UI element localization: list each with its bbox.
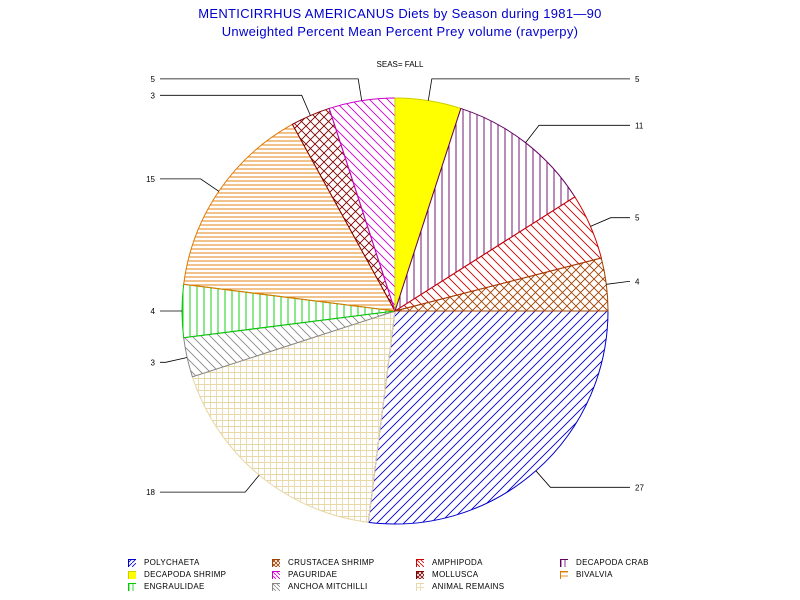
slice-value-label: 11 xyxy=(635,121,644,130)
slice-value-label: 4 xyxy=(635,278,640,287)
leader-line-anchoa-mitchilli xyxy=(160,357,188,363)
legend-item-animal-remains: ANIMAL REMAINS xyxy=(416,581,504,592)
leader-line-decapoda-shrimp xyxy=(427,78,630,101)
legend-label: PAGURIDAE xyxy=(288,570,338,579)
legend-label: DECAPODA CRAB xyxy=(576,558,649,567)
chart-subtitle: Unweighted Percent Mean Percent Prey vol… xyxy=(221,24,579,39)
legend-item-polychaeta: POLYCHAETA xyxy=(128,557,200,568)
pie-slice-decapoda-crab xyxy=(394,107,576,313)
chart-title: MENTICIRRHUS AMERICANUS Diets by Season … xyxy=(198,6,602,21)
legend-item-amphipoda: AMPHIPODA xyxy=(416,557,483,568)
pie-slice-animal-remains xyxy=(191,310,396,523)
pie-slices xyxy=(181,97,609,525)
legend-item-crustacea-shrimp: CRUSTACEA SHRIMP xyxy=(272,557,374,568)
slice-value-label: 3 xyxy=(151,358,156,367)
legend-label: POLYCHAETA xyxy=(144,558,200,567)
slice-label-leaders: 27 18 3 4 15 3 5 5 11 5 4 xyxy=(146,75,644,497)
legend-swatch xyxy=(560,570,568,579)
legend-item-decapoda-shrimp: DECAPODA SHRIMP xyxy=(128,569,226,580)
leader-line-mollusca xyxy=(160,94,311,116)
leader-line-animal-remains xyxy=(160,474,260,493)
legend-swatch xyxy=(272,558,280,567)
legend-label: DECAPODA SHRIMP xyxy=(144,570,227,579)
legend-swatch xyxy=(272,570,280,579)
pie-slice-polychaeta xyxy=(367,310,609,525)
slice-value-label: 18 xyxy=(146,488,155,497)
legend-label: MOLLUSCA xyxy=(432,570,479,579)
leader-line-bivalvia xyxy=(160,178,220,192)
legend-label: ANCHOA MITCHILLI xyxy=(288,582,368,591)
legend-label: CRUSTACEA SHRIMP xyxy=(288,558,375,567)
slice-value-label: 5 xyxy=(635,75,640,84)
slice-value-label: 5 xyxy=(635,214,640,223)
legend-item-bivalvia: BIVALVIA xyxy=(560,569,613,580)
slice-value-label: 3 xyxy=(151,91,156,100)
legend-swatch xyxy=(128,582,136,591)
leader-line-amphipoda xyxy=(590,217,630,227)
slice-value-label: 15 xyxy=(146,175,155,184)
legend-item-mollusca: MOLLUSCA xyxy=(416,569,478,580)
by-group-label: SEAS= FALL xyxy=(376,60,424,69)
legend-swatch xyxy=(416,570,424,579)
leader-line-decapoda-crab xyxy=(525,124,630,143)
legend-label: BIVALVIA xyxy=(576,570,613,579)
leader-line-crustacea-shrimp xyxy=(606,281,630,285)
pie-slice-crustacea-shrimp xyxy=(394,257,609,312)
legend-item-decapoda-crab: DECAPODA CRAB xyxy=(560,557,649,568)
legend-swatch xyxy=(128,558,136,567)
legend-swatch xyxy=(416,582,424,591)
legend-label: ENGRAULIDAE xyxy=(144,582,205,591)
slice-value-label: 4 xyxy=(151,307,156,316)
legend-item-engraulidae: ENGRAULIDAE xyxy=(128,581,205,592)
legend-item-anchoa-mitchilli: ANCHOA MITCHILLI xyxy=(272,581,367,592)
slice-value-label: 5 xyxy=(151,75,156,84)
pie-slice-bivalvia xyxy=(183,123,396,312)
legend-swatch xyxy=(272,582,280,591)
legend-label: ANIMAL REMAINS xyxy=(432,582,505,591)
legend-swatch xyxy=(416,558,424,567)
slice-value-label: 27 xyxy=(635,483,644,492)
leader-line-polychaeta xyxy=(535,470,630,488)
legend-swatch xyxy=(128,570,136,579)
legend-item-paguridae: PAGURIDAE xyxy=(272,569,337,580)
legend-label: AMPHIPODA xyxy=(432,558,483,567)
legend-swatch xyxy=(560,558,568,567)
leader-line-paguridae xyxy=(160,78,363,101)
